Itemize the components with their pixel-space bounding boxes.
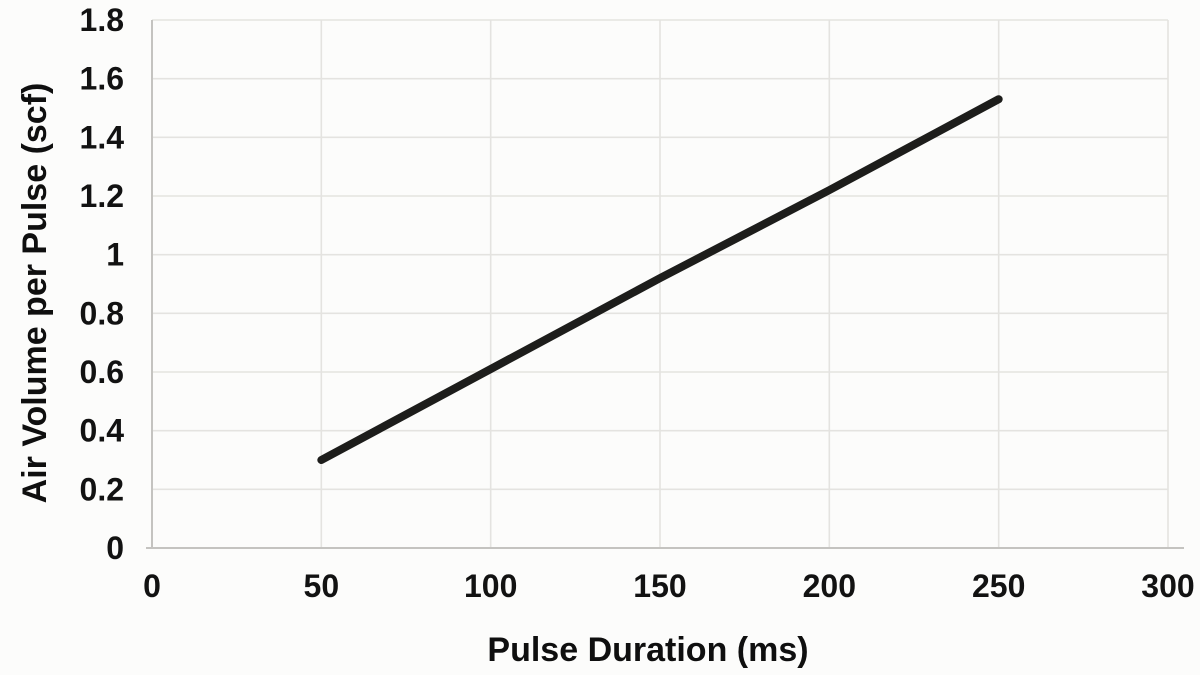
tick-labels: 0 50 100 150 200 250 300 0 0.2 0.4 0.6 0.8 1 1.2 1.4 1.… bbox=[80, 2, 1195, 604]
y-tick-label: 0.2 bbox=[80, 471, 124, 507]
y-tick-label: 0.4 bbox=[80, 413, 125, 449]
x-tick-label: 300 bbox=[1141, 568, 1194, 604]
series-line-air-volume-per-pulse bbox=[317, 95, 1003, 464]
x-axis-title: Pulse Duration (ms) bbox=[487, 631, 808, 669]
y-tick-label: 1.2 bbox=[80, 178, 124, 214]
x-tick-label: 100 bbox=[464, 568, 517, 604]
y-tick-label: 1.6 bbox=[80, 61, 124, 97]
x-tick-label: 0 bbox=[143, 568, 161, 604]
y-tick-label: 0 bbox=[106, 530, 124, 566]
y-tick-label: 1 bbox=[106, 237, 124, 273]
y-tick-label: 1.4 bbox=[80, 119, 125, 155]
y-axis-title: Air Volume per Pulse (scf) bbox=[16, 83, 54, 504]
x-tick-label: 50 bbox=[304, 568, 340, 604]
axes bbox=[146, 20, 1184, 549]
x-tick-label: 200 bbox=[803, 568, 856, 604]
y-tick-label: 1.8 bbox=[80, 2, 124, 38]
series-line-group bbox=[317, 95, 1003, 464]
x-tick-label: 150 bbox=[633, 568, 686, 604]
x-tick-label: 250 bbox=[972, 568, 1025, 604]
y-tick-label: 0.8 bbox=[80, 295, 124, 331]
gridlines bbox=[152, 19, 1169, 548]
y-tick-label: 0.6 bbox=[80, 354, 124, 390]
